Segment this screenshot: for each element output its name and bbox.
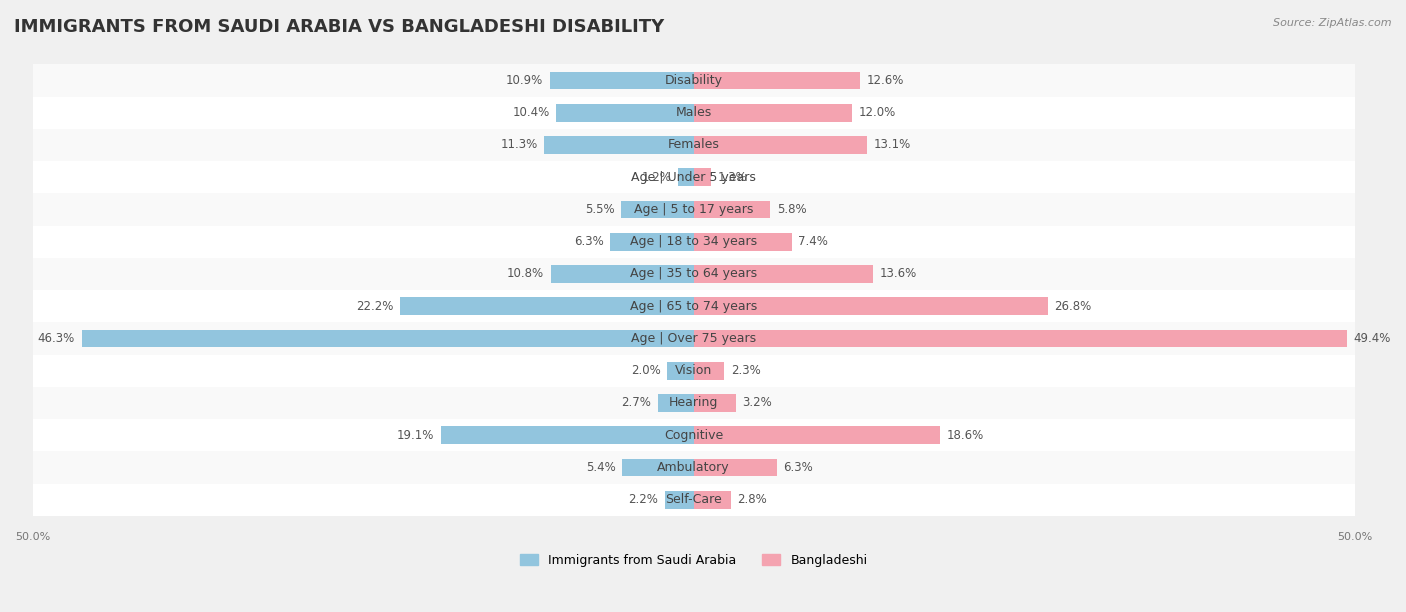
Text: 5.5%: 5.5% (585, 203, 614, 216)
Bar (693, 136, 868, 154)
Bar (621, 201, 693, 218)
Text: 11.3%: 11.3% (501, 138, 537, 151)
Bar (551, 265, 693, 283)
Bar (693, 427, 939, 444)
Bar (32, 64, 1355, 97)
Text: 12.6%: 12.6% (868, 74, 904, 87)
Text: Age | Under 5 years: Age | Under 5 years (631, 171, 756, 184)
Text: 5.4%: 5.4% (586, 461, 616, 474)
Bar (32, 97, 1355, 129)
Bar (693, 72, 860, 89)
Bar (401, 297, 693, 315)
Bar (32, 290, 1355, 323)
Bar (623, 458, 693, 476)
Text: Cognitive: Cognitive (664, 428, 723, 442)
Text: Males: Males (675, 106, 711, 119)
Bar (32, 129, 1355, 161)
Text: Source: ZipAtlas.com: Source: ZipAtlas.com (1274, 18, 1392, 28)
Text: Vision: Vision (675, 364, 713, 377)
Text: 2.0%: 2.0% (631, 364, 661, 377)
Bar (544, 136, 693, 154)
Bar (693, 233, 792, 250)
Bar (32, 387, 1355, 419)
Text: 26.8%: 26.8% (1054, 300, 1092, 313)
Text: 2.8%: 2.8% (737, 493, 768, 506)
Text: 2.7%: 2.7% (621, 397, 651, 409)
Text: Ambulatory: Ambulatory (658, 461, 730, 474)
Text: 12.0%: 12.0% (859, 106, 896, 119)
Text: 49.4%: 49.4% (1354, 332, 1391, 345)
Bar (665, 491, 693, 509)
Text: 10.8%: 10.8% (508, 267, 544, 280)
Legend: Immigrants from Saudi Arabia, Bangladeshi: Immigrants from Saudi Arabia, Bangladesh… (515, 549, 873, 572)
Bar (693, 362, 724, 379)
Text: Disability: Disability (665, 74, 723, 87)
Bar (32, 258, 1355, 290)
Bar (693, 201, 770, 218)
Text: Age | 35 to 64 years: Age | 35 to 64 years (630, 267, 758, 280)
Bar (658, 394, 693, 412)
Bar (610, 233, 693, 250)
Text: 10.9%: 10.9% (506, 74, 543, 87)
Bar (693, 297, 1047, 315)
Bar (693, 491, 731, 509)
Text: Self-Care: Self-Care (665, 493, 723, 506)
Text: Age | Over 75 years: Age | Over 75 years (631, 332, 756, 345)
Bar (557, 104, 693, 122)
Text: 10.4%: 10.4% (512, 106, 550, 119)
Bar (693, 458, 778, 476)
Bar (32, 226, 1355, 258)
Text: 22.2%: 22.2% (356, 300, 394, 313)
Text: 13.6%: 13.6% (880, 267, 917, 280)
Bar (82, 329, 693, 347)
Text: Hearing: Hearing (669, 397, 718, 409)
Text: 6.3%: 6.3% (783, 461, 813, 474)
Text: 5.8%: 5.8% (778, 203, 807, 216)
Text: 18.6%: 18.6% (946, 428, 983, 442)
Text: Age | 18 to 34 years: Age | 18 to 34 years (630, 235, 758, 248)
Bar (32, 451, 1355, 483)
Text: 1.2%: 1.2% (641, 171, 671, 184)
Text: 6.3%: 6.3% (574, 235, 603, 248)
Bar (693, 104, 852, 122)
Text: 2.2%: 2.2% (628, 493, 658, 506)
Text: Females: Females (668, 138, 720, 151)
Text: 7.4%: 7.4% (799, 235, 828, 248)
Bar (668, 362, 693, 379)
Bar (32, 483, 1355, 516)
Text: 3.2%: 3.2% (742, 397, 772, 409)
Bar (693, 394, 735, 412)
Text: Age | 65 to 74 years: Age | 65 to 74 years (630, 300, 758, 313)
Bar (32, 161, 1355, 193)
Text: 19.1%: 19.1% (396, 428, 434, 442)
Bar (441, 427, 693, 444)
Bar (32, 354, 1355, 387)
Bar (693, 168, 711, 186)
Text: 46.3%: 46.3% (38, 332, 75, 345)
Bar (693, 265, 873, 283)
Bar (32, 193, 1355, 226)
Bar (550, 72, 693, 89)
Bar (693, 329, 1347, 347)
Text: 2.3%: 2.3% (731, 364, 761, 377)
Bar (32, 419, 1355, 451)
Bar (32, 323, 1355, 354)
Text: 1.3%: 1.3% (717, 171, 747, 184)
Bar (678, 168, 693, 186)
Text: IMMIGRANTS FROM SAUDI ARABIA VS BANGLADESHI DISABILITY: IMMIGRANTS FROM SAUDI ARABIA VS BANGLADE… (14, 18, 664, 36)
Text: Age | 5 to 17 years: Age | 5 to 17 years (634, 203, 754, 216)
Text: 13.1%: 13.1% (873, 138, 911, 151)
